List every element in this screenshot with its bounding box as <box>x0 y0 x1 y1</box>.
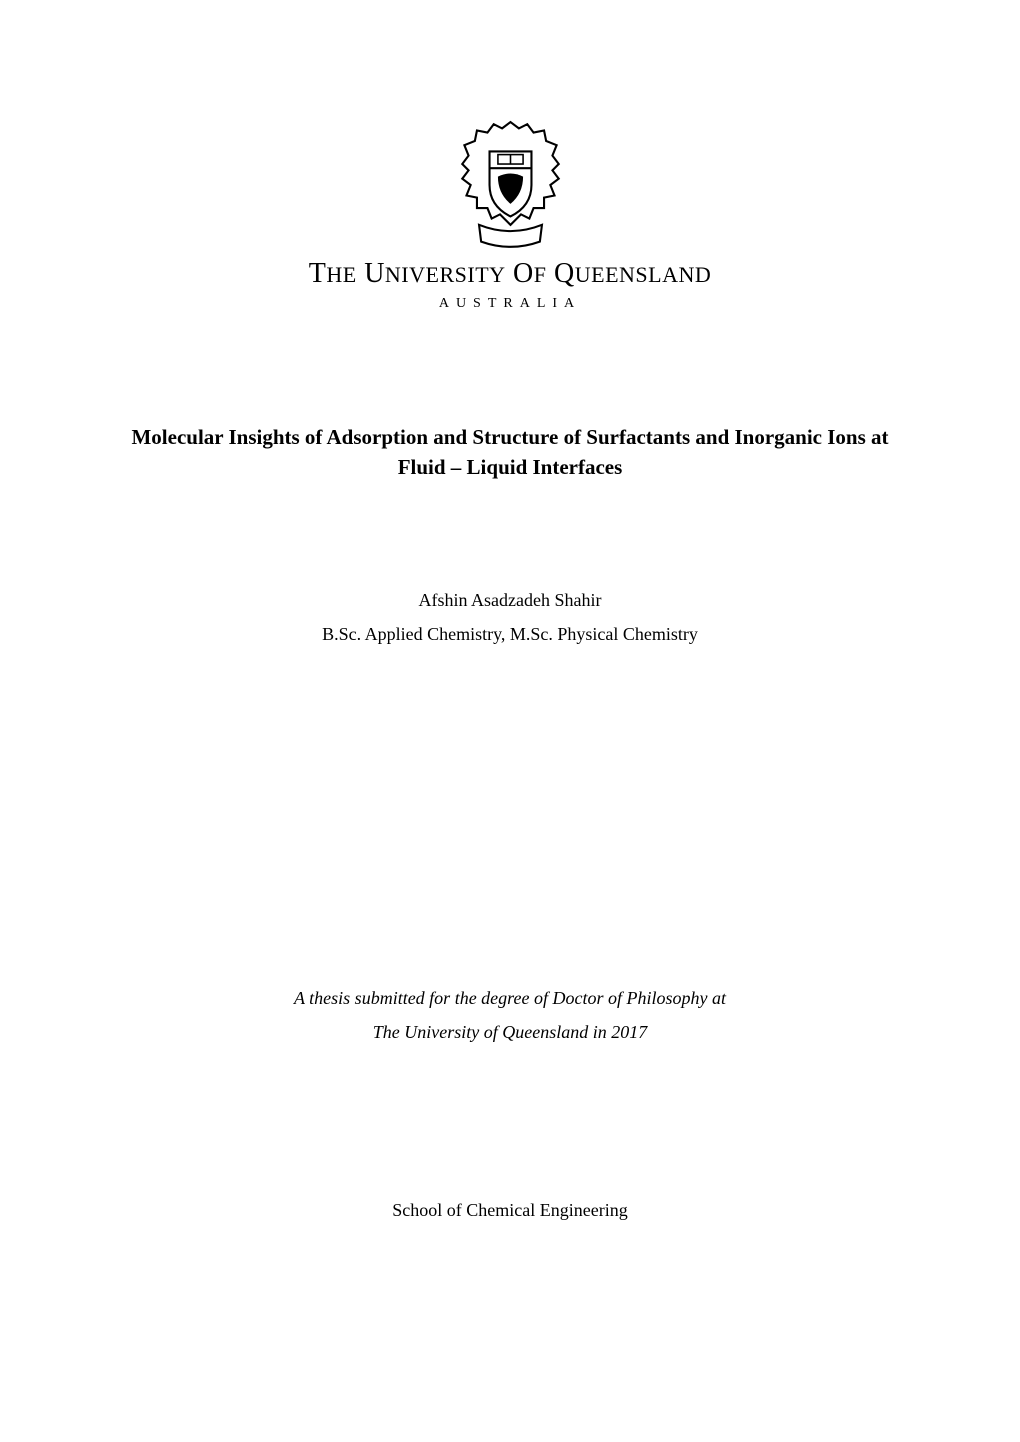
title-page: THE UNIVERSITY OF QUEENSLAND AUSTRALIA M… <box>0 0 1020 1442</box>
author-block: Afshin Asadzadeh Shahir B.Sc. Applied Ch… <box>322 583 698 651</box>
university-name: THE UNIVERSITY OF QUEENSLAND <box>309 258 712 290</box>
submission-statement: A thesis submitted for the degree of Doc… <box>294 981 726 1049</box>
author-qualifications: B.Sc. Applied Chemistry, M.Sc. Physical … <box>322 617 698 651</box>
submission-line-2: The University of Queensland in 2017 <box>294 1015 726 1049</box>
university-name-queensland: QUEENSLAND <box>554 258 711 289</box>
university-name-the: THE <box>309 258 357 289</box>
university-name-of: OF <box>513 258 546 289</box>
author-name: Afshin Asadzadeh Shahir <box>322 583 698 617</box>
university-logo-block: THE UNIVERSITY OF QUEENSLAND AUSTRALIA <box>309 120 712 312</box>
university-name-university: UNIVERSITY <box>364 258 505 289</box>
school-name: School of Chemical Engineering <box>392 1200 627 1221</box>
submission-line-1: A thesis submitted for the degree of Doc… <box>294 981 726 1015</box>
university-crest-icon <box>458 120 563 250</box>
university-country: AUSTRALIA <box>439 296 581 312</box>
thesis-title: Molecular Insights of Adsorption and Str… <box>110 422 910 483</box>
